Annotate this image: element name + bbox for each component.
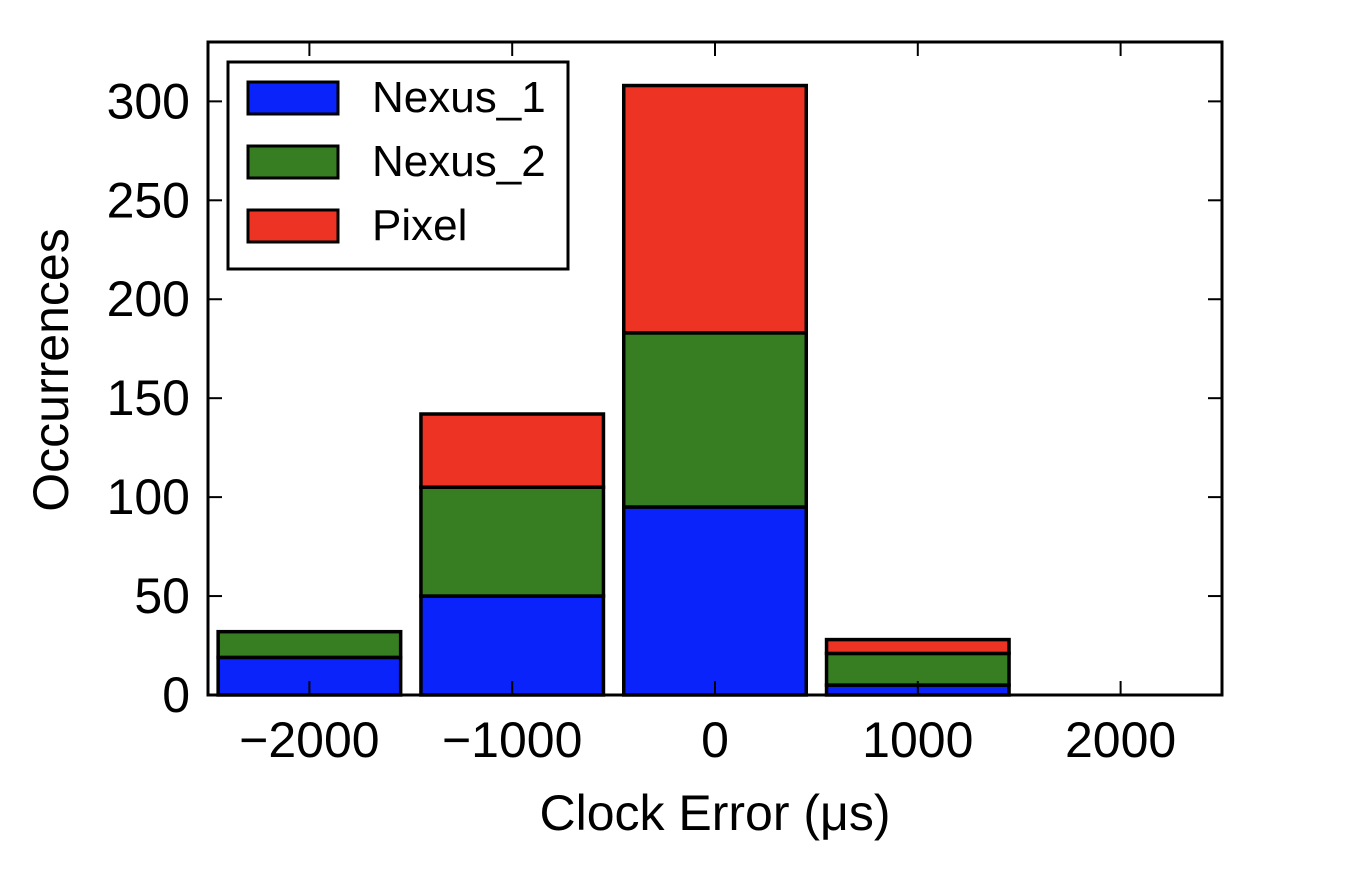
y-tick-label: 0: [162, 667, 190, 723]
y-tick-label: 300: [107, 73, 190, 129]
bar-nexus-1-1: [419, 594, 606, 697]
bar-nexus-1-2: [621, 505, 809, 697]
x-tick-label: 2000: [1065, 712, 1176, 768]
legend-swatch-pixel: [246, 208, 340, 244]
bar-pixel-2: [621, 83, 809, 335]
legend-swatch-nexus-1: [246, 80, 340, 116]
y-tick-label: 50: [134, 568, 190, 624]
y-tick-label: 150: [107, 370, 190, 426]
y-axis-label: Occurrences: [23, 228, 79, 511]
legend-label-nexus-1: Nexus_1: [372, 73, 546, 122]
x-tick-label: −1000: [442, 712, 582, 768]
x-tick-label: −2000: [239, 712, 379, 768]
x-axis-label: Clock Error (μs): [539, 785, 890, 841]
bar-pixel-3: [824, 637, 1011, 656]
y-tick-label: 250: [107, 172, 190, 228]
bar-nexus-2-2: [621, 331, 809, 509]
bars-layer: [216, 83, 1011, 697]
bar-nexus-2-3: [824, 651, 1011, 687]
legend: Nexus_1 Nexus_2 Pixel: [226, 60, 570, 271]
bar-nexus-2-0: [216, 629, 403, 660]
ticks-layer: −2000 −1000 0 1000 2000 0 50 100 150 200 250 300: [107, 42, 1222, 768]
x-tick-label: 0: [701, 712, 729, 768]
y-tick-label: 200: [107, 271, 190, 327]
bar-pixel-1: [419, 412, 606, 489]
legend-label-pixel: Pixel: [372, 201, 467, 250]
y-tick-label: 100: [107, 469, 190, 525]
bar-nexus-2-1: [419, 485, 606, 598]
x-tick-label: 1000: [862, 712, 973, 768]
legend-label-nexus-2: Nexus_2: [372, 137, 546, 186]
legend-swatch-nexus-2: [246, 144, 340, 180]
